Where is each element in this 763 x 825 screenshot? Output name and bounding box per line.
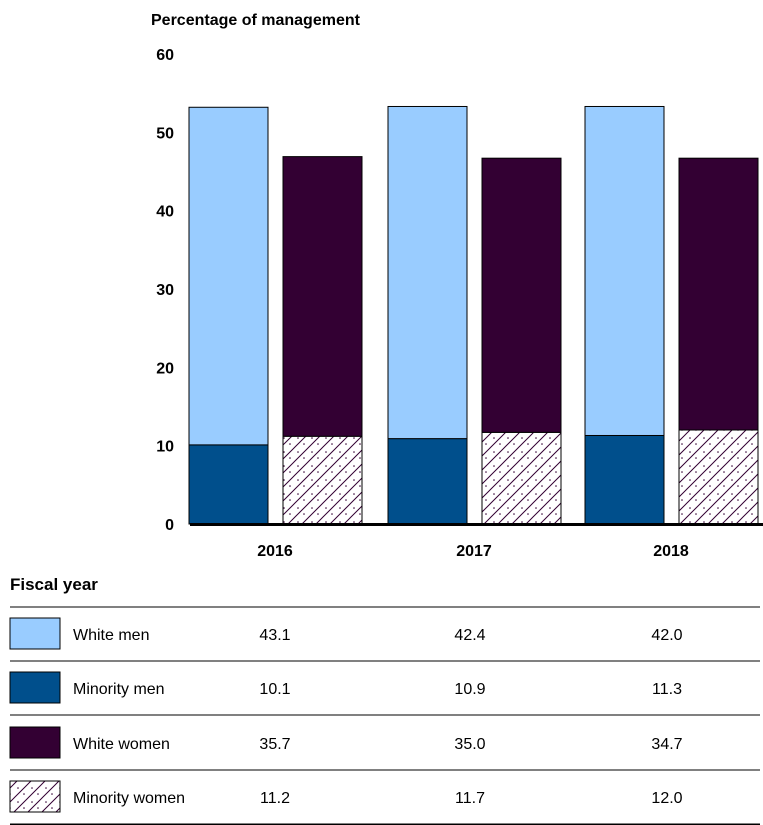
x-tick-label: 2017 [456,543,492,560]
table-cell: 43.1 [259,627,290,644]
y-axis-title: Percentage of management [151,12,361,29]
legend-label: White men [73,627,149,644]
x-axis-ticks: 2016 2017 2018 [257,543,689,560]
table-cell: 11.7 [455,790,485,807]
bar-minority-women-2018 [678,429,759,525]
table-cell: 35.0 [454,736,485,753]
y-tick-label: 30 [156,282,174,299]
bar-white-women-2017 [481,157,562,433]
legend-swatch-minority-men [9,671,61,704]
bars [188,105,759,525]
y-tick-label: 0 [165,517,174,534]
x-tick-label: 2018 [653,543,689,560]
table-cell: 10.1 [259,681,290,698]
bar-minority-men-2016 [188,444,269,525]
y-tick-label: 50 [156,125,174,142]
table-cell: 42.0 [651,627,682,644]
bar-minority-men-2018 [584,434,665,525]
bar-white-women-2018 [678,157,759,431]
table-cell: 12.0 [651,790,682,807]
bar-minority-men-2017 [387,438,468,525]
y-tick-label: 60 [156,47,174,64]
legend-label: White women [73,736,170,753]
y-tick-label: 20 [156,360,174,377]
legend-swatch-white-men [9,617,61,650]
legend-label: Minority men [73,681,165,698]
bar-white-women-2016 [282,156,363,437]
x-tick-label: 2016 [257,543,293,560]
y-tick-label: 10 [156,439,174,456]
legend-label: Minority women [73,790,185,807]
legend-swatch-white-women [9,726,61,759]
bar-minority-women-2017 [481,431,562,525]
bar-minority-women-2016 [282,435,363,525]
y-tick-label: 40 [156,204,174,221]
x-axis-title: Fiscal year [10,575,98,594]
y-axis-ticks: 0 10 20 30 40 50 60 [156,47,174,534]
bar-white-men-2016 [188,106,269,446]
bar-white-men-2018 [584,105,665,436]
table-cell: 10.9 [454,681,485,698]
bar-white-men-2017 [387,105,468,440]
table-cell: 34.7 [651,736,682,753]
data-table: White men 43.1 42.4 42.0 Minority men 10.1 10.… [9,606,760,825]
legend-swatch-minority-women [9,780,61,813]
table-cell: 11.2 [260,790,290,807]
table-cell: 35.7 [259,736,290,753]
table-cell: 11.3 [652,681,682,698]
table-cell: 42.4 [454,627,485,644]
